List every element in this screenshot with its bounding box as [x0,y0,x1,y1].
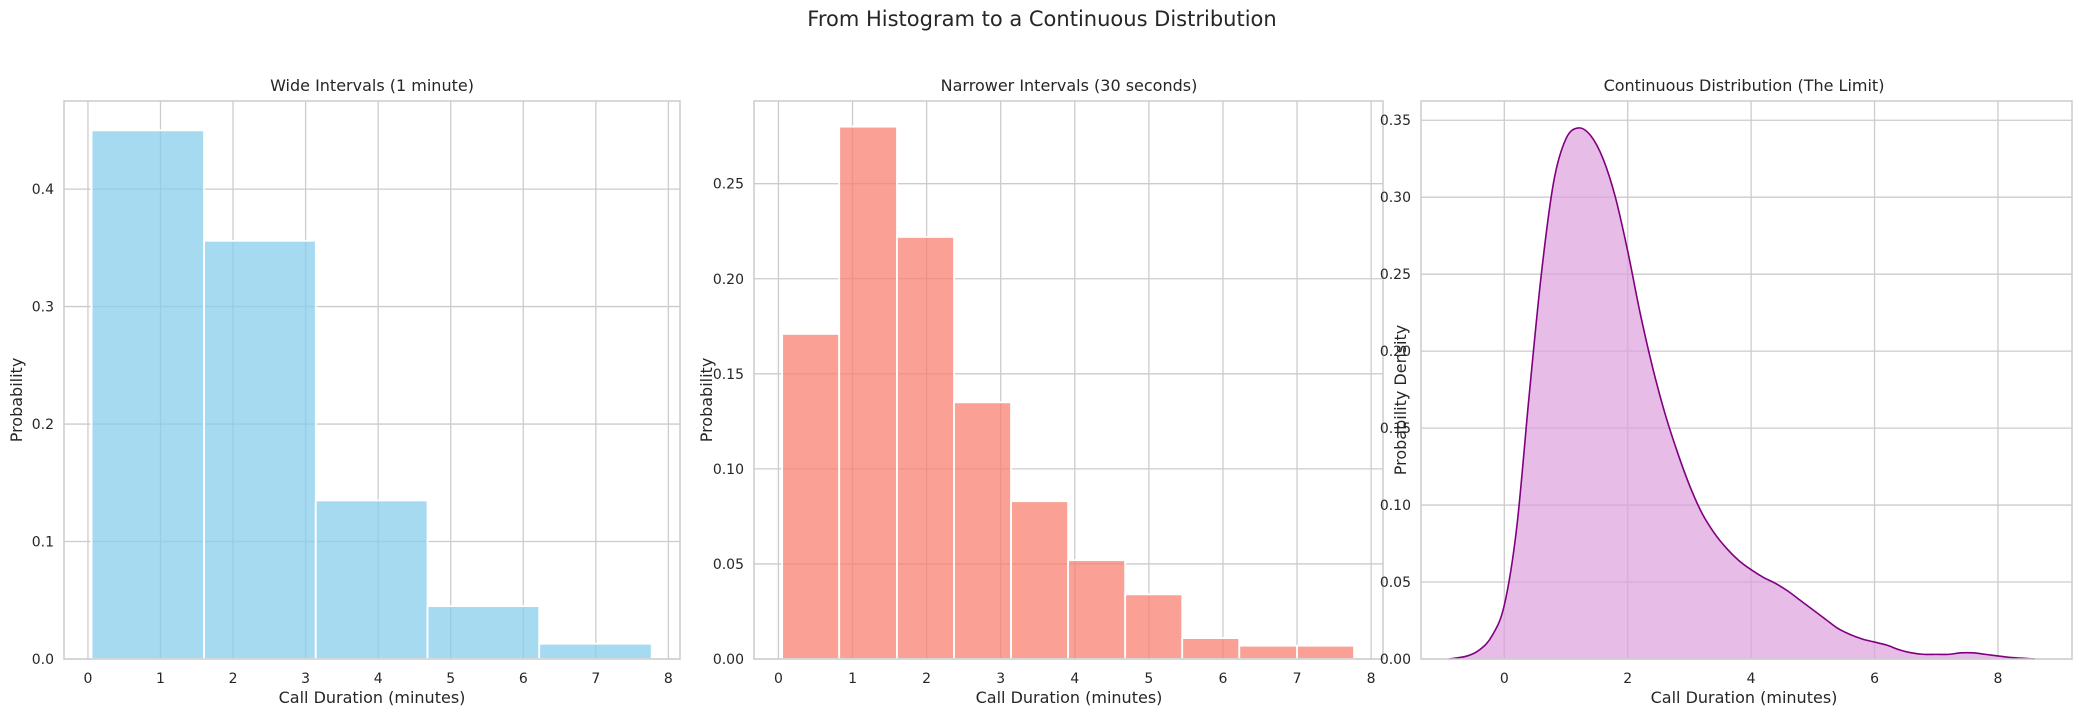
histogram-bar [1067,559,1127,660]
y-tick-label: 0.25 [713,177,744,193]
x-tick-label: 8 [1993,671,2002,687]
panel-continuous-distribution: 0 2 4 6 8 0.00 0.05 0.10 0.15 0.20 0.25 0.30 0.35 Co… [1380,76,2073,707]
x-tick-label: 4 [374,671,383,687]
histogram-bar [781,332,841,660]
y-tick-label: 0.1 [32,535,54,551]
histogram-bar [426,605,541,660]
y-tick-label: 0.3 [32,300,54,316]
y-tick-label: 0.0 [32,652,54,668]
x-tick-label: 5 [1144,671,1153,687]
x-tick-label: 6 [519,671,528,687]
x-tick-label: 8 [1367,671,1376,687]
y-axis-label: Probability [697,358,716,443]
histogram-bar [90,129,205,660]
figure-title: From Histogram to a Continuous Distribut… [807,7,1276,31]
histogram-bar [1181,637,1241,660]
plot-area: 0 2 4 6 8 0.00 0.05 0.10 0.15 0.20 0.25 0.30 0.35 [1380,100,2073,687]
x-tick-label: 4 [1747,671,1756,687]
x-tick-label: 0 [83,671,92,687]
panel-title: Narrower Intervals (30 seconds) [941,76,1198,95]
x-tick-label: 4 [1070,671,1079,687]
y-tick-label: 0.20 [1380,344,1411,360]
histogram-bar [896,236,955,660]
y-tick-label: 0.15 [713,367,744,383]
x-tick-label: 2 [922,671,931,687]
y-axis-label: Probability [7,358,26,443]
y-tick-label: 0.15 [1380,421,1411,437]
histogram-bar [953,401,1012,660]
x-tick-label: 7 [1293,671,1302,687]
histogram-bar [538,642,653,660]
density-fill [1448,127,2035,659]
y-tick-label: 0.05 [713,557,744,573]
histogram-bar [1010,500,1070,660]
histogram-bar [838,125,898,660]
x-tick-label: 0 [774,671,783,687]
panel-narrower-intervals: 0 1 2 3 4 5 6 7 8 0.00 0.05 0.10 0.15 0.20 0.25 Narrow… [697,76,1384,707]
y-tick-label: 0.2 [32,417,54,433]
plot-area: 0 1 2 3 4 5 6 7 8 0.0 0.1 0.2 0.3 0.4 [32,100,681,687]
y-tick-label: 0.20 [713,272,744,288]
x-tick-label: 1 [848,671,857,687]
x-tick-label: 2 [229,671,238,687]
y-tick-label: 0.35 [1380,113,1411,129]
panel-title: Continuous Distribution (The Limit) [1604,76,1885,95]
x-tick-label: 7 [591,671,600,687]
y-tick-label: 0.00 [713,652,744,668]
x-tick-label: 6 [1219,671,1228,687]
histogram-bar [203,239,317,660]
x-tick-label: 5 [446,671,455,687]
x-axis-label: Call Duration (minutes) [1651,688,1838,707]
x-tick-label: 0 [1500,671,1509,687]
axes-frame [1420,100,2073,660]
histogram-bar [1238,644,1298,660]
histogram-bar [314,499,429,660]
y-axis-label: Probability Density [1391,325,1410,476]
x-axis-label: Call Duration (minutes) [976,688,1163,707]
plot-area: 0 1 2 3 4 5 6 7 8 0.00 0.05 0.10 0.15 0.20 0.25 [713,100,1384,687]
y-tick-label: 0.10 [713,462,744,478]
axes-frame [63,100,681,660]
panel-wide-intervals: 0 1 2 3 4 5 6 7 8 0.0 0.1 0.2 0.3 0.4 Wide Intervals … [7,76,681,707]
x-tick-label: 2 [1623,671,1632,687]
y-tick-label: 0.00 [1380,652,1411,668]
y-tick-label: 0.4 [32,182,54,198]
x-tick-label: 3 [996,671,1005,687]
x-tick-label: 8 [664,671,673,687]
x-tick-label: 3 [301,671,310,687]
x-axis-label: Call Duration (minutes) [279,688,466,707]
x-tick-label: 1 [156,671,165,687]
axes-frame [753,100,1384,660]
x-tick-label: 6 [1870,671,1879,687]
density-line [1448,127,2036,660]
histogram-bar [1124,593,1184,660]
y-tick-label: 0.30 [1380,190,1411,206]
y-tick-label: 0.25 [1380,267,1411,283]
y-tick-label: 0.05 [1380,575,1411,591]
y-tick-label: 0.10 [1380,498,1411,514]
histogram-bar [1296,644,1356,660]
panel-title: Wide Intervals (1 minute) [270,76,474,95]
